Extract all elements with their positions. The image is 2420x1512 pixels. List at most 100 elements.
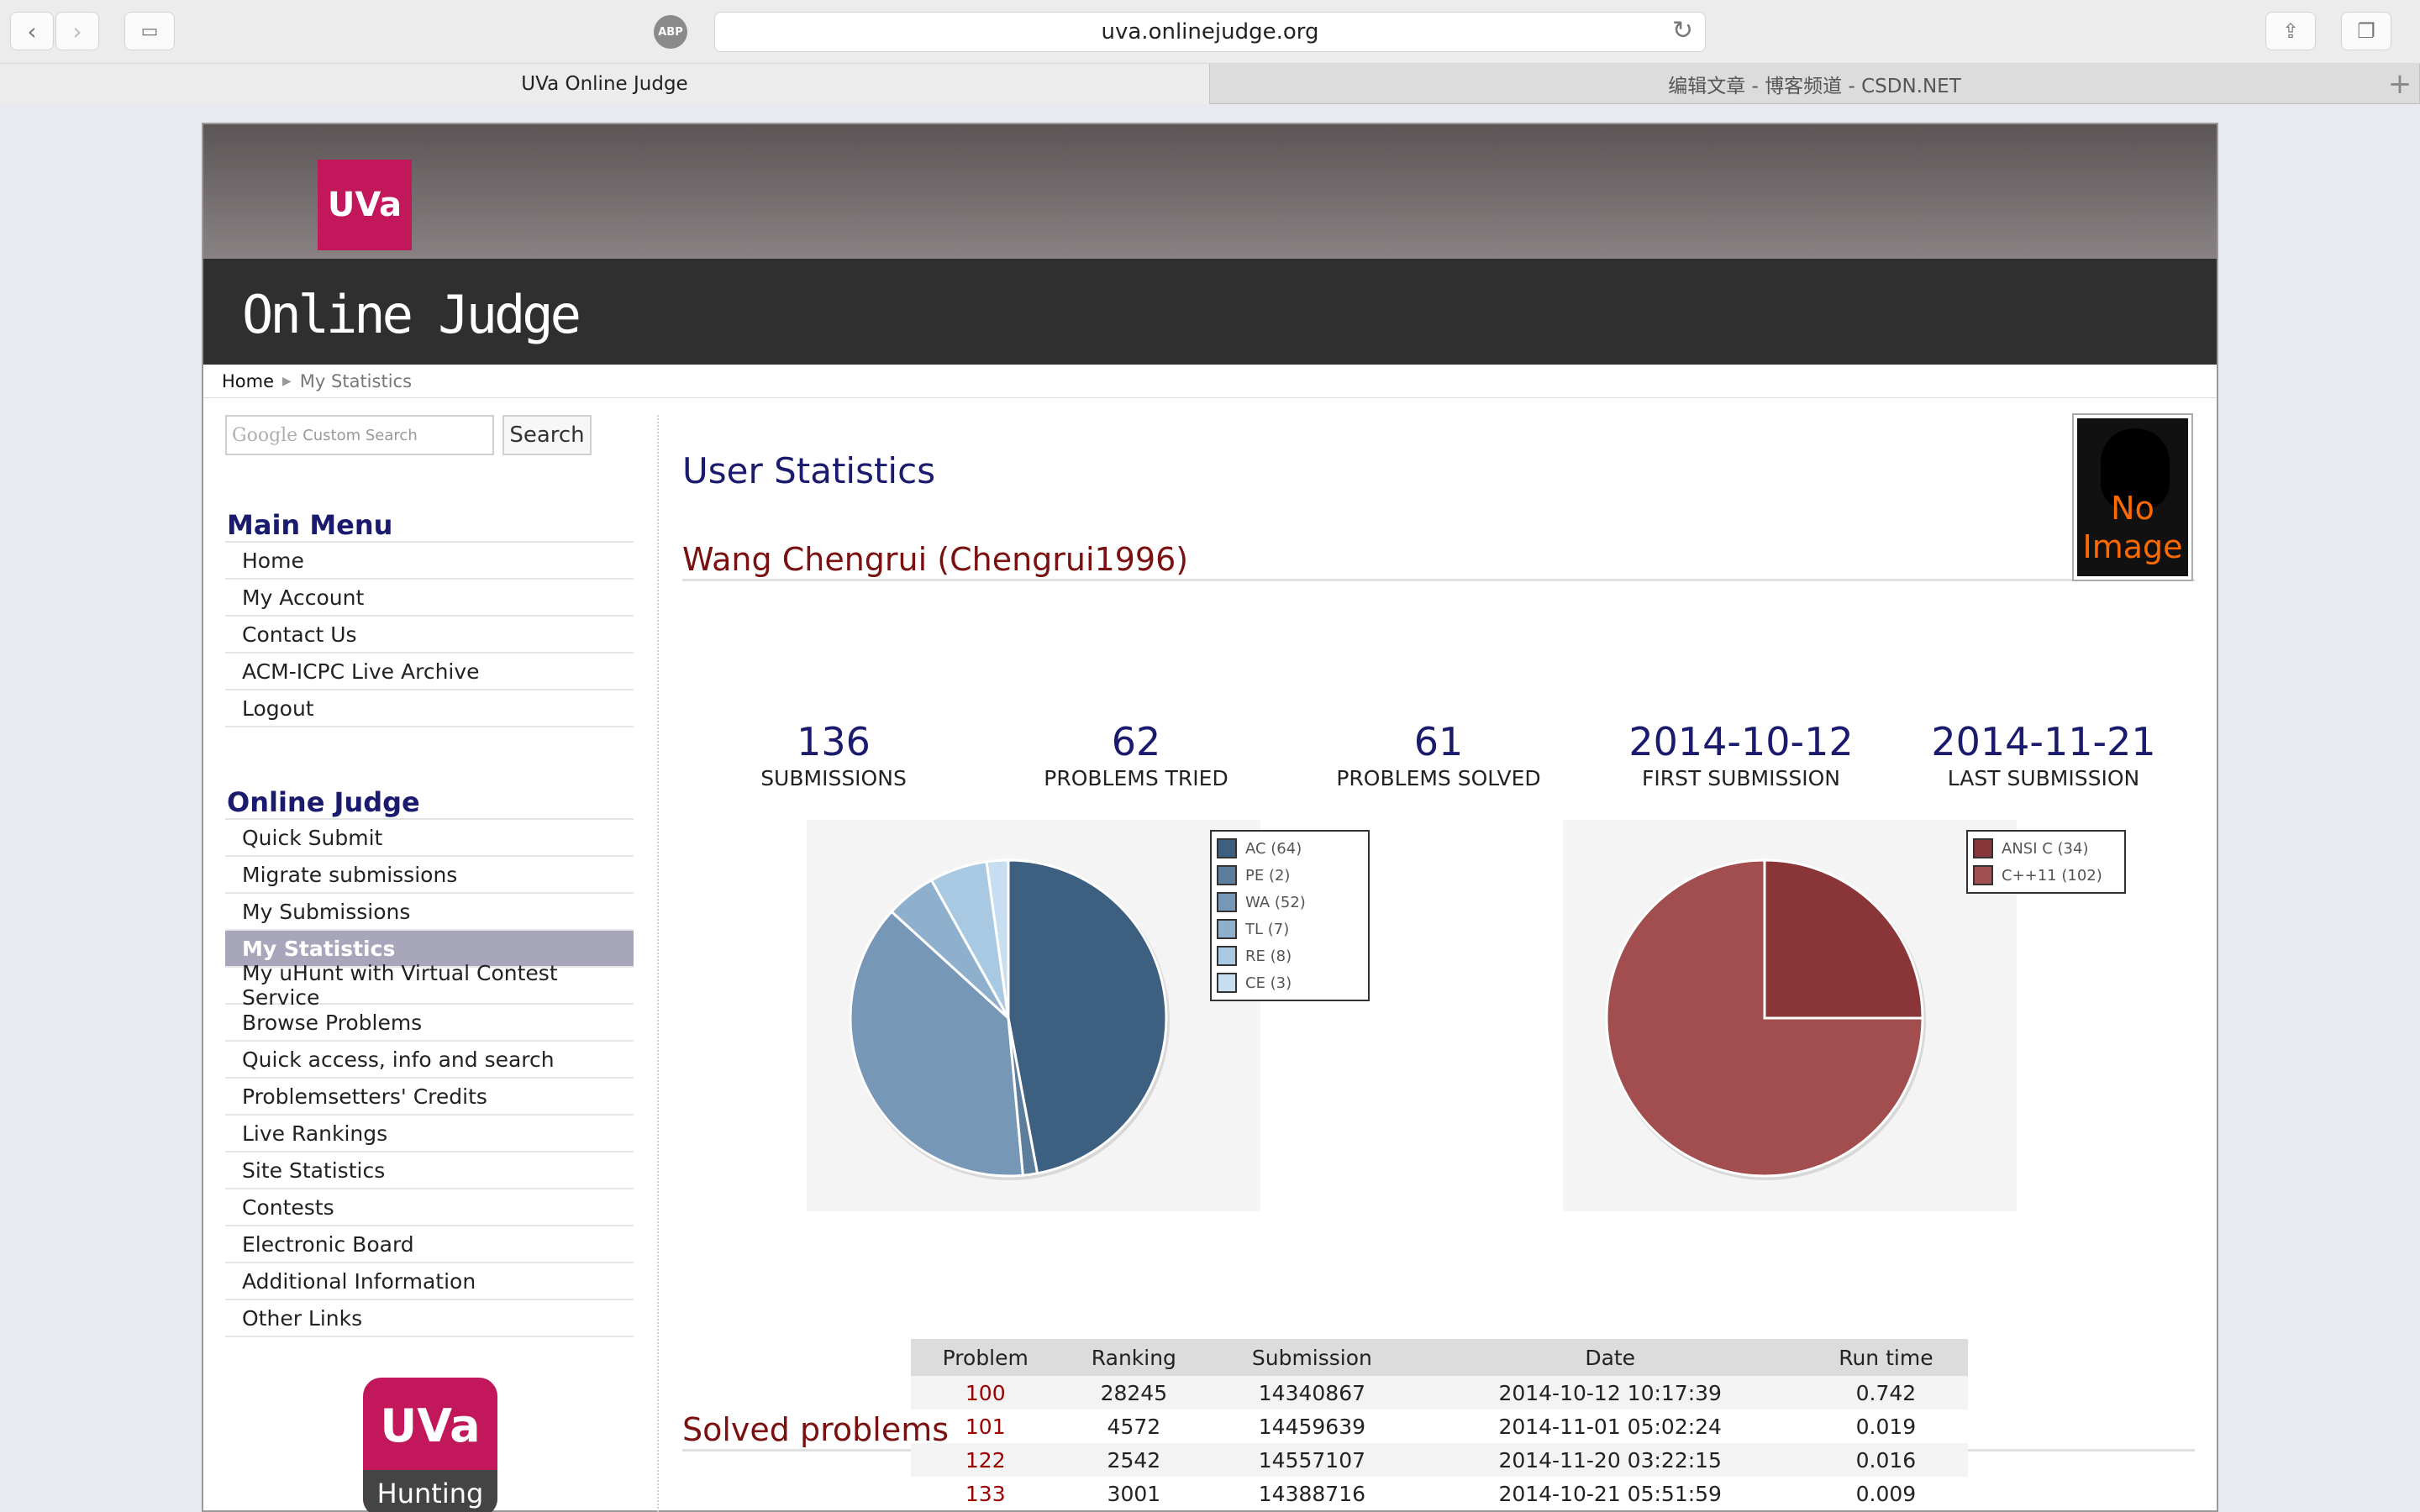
main-menu: Home My Account Contact Us ACM-ICPC Live… <box>225 543 634 727</box>
back-button[interactable]: ‹ <box>10 12 54 50</box>
search-input[interactable]: Google Custom Search <box>225 415 494 455</box>
sidebar-toggle-button[interactable]: ▭ <box>124 12 175 50</box>
legend-item: PE (2) <box>1212 862 1368 889</box>
tab-bar: UVa Online Judge 编辑文章 - 博客频道 - CSDN.NET … <box>0 64 2420 104</box>
site-container: UVa Online Judge Home ▶ My Statistics <box>202 123 2218 1512</box>
legend-label: C++11 (102) <box>2002 866 2102 885</box>
breadcrumb-home[interactable]: Home <box>222 370 275 391</box>
pie-slice <box>985 858 1010 1019</box>
legend-label: ANSI C (34) <box>2002 839 2089 858</box>
menu-item-site-statistics[interactable]: Site Statistics <box>225 1152 634 1189</box>
col-submission[interactable]: Submission <box>1207 1339 1417 1376</box>
address-bar[interactable]: uva.onlinejudge.org ↻ <box>714 12 1706 52</box>
date-cell: 2014-11-20 03:22:15 <box>1416 1443 1804 1477</box>
stat-problems-solved: 61 PROBLEMS SOLVED <box>1287 719 1590 790</box>
problem-link[interactable]: 133 <box>965 1481 1006 1506</box>
legend-item: AC (64) <box>1212 835 1368 862</box>
menu-item-logout[interactable]: Logout <box>225 690 634 727</box>
stat-first-submission: 2014-10-12 FIRST SUBMISSION <box>1590 719 1892 790</box>
browser-toolbar: ‹ › ▭ ABP uva.onlinejudge.org ↻ ⇪ ❐ <box>0 0 2420 64</box>
date-cell: 2014-10-12 10:17:39 <box>1416 1376 1804 1410</box>
col-problem[interactable]: Problem <box>911 1339 1060 1376</box>
menu-item-home[interactable]: Home <box>225 543 634 580</box>
reload-icon[interactable]: ↻ <box>1671 16 1693 45</box>
legend-item: RE (8) <box>1212 942 1368 969</box>
uhunt-badge[interactable]: UVa Hunting <box>363 1378 497 1512</box>
chevron-right-icon: › <box>72 17 82 45</box>
problem-link[interactable]: 122 <box>911 1443 1060 1477</box>
col-runtime[interactable]: Run time <box>1803 1339 1968 1376</box>
menu-item-live-rankings[interactable]: Live Rankings <box>225 1116 634 1152</box>
share-button[interactable]: ⇪ <box>2265 12 2316 50</box>
stat-label: SUBMISSIONS <box>760 766 907 790</box>
legend-swatch <box>1217 892 1237 912</box>
tab-label: UVa Online Judge <box>521 73 688 95</box>
col-ranking[interactable]: Ranking <box>1060 1339 1208 1376</box>
menu-item-contests[interactable]: Contests <box>225 1189 634 1226</box>
legend-swatch <box>1217 865 1237 885</box>
col-date[interactable]: Date <box>1416 1339 1804 1376</box>
tab-csdn[interactable]: 编辑文章 - 博客频道 - CSDN.NET <box>1210 64 2420 104</box>
stat-label: PROBLEMS SOLVED <box>1336 766 1541 790</box>
site-header: UVa Online Judge <box>203 124 2217 365</box>
stat-label: PROBLEMS TRIED <box>1044 766 1228 790</box>
forward-button[interactable]: › <box>55 12 99 50</box>
pie-slice <box>1007 858 1168 1175</box>
pie-slice <box>1763 858 1924 1020</box>
pie-slice <box>849 910 1024 1178</box>
legend-label: CE (3) <box>1245 974 1292 992</box>
menu-item-my-account[interactable]: My Account <box>225 580 634 617</box>
menu-item-contact-us[interactable]: Contact Us <box>225 617 634 654</box>
tab-uva[interactable]: UVa Online Judge <box>0 64 1210 104</box>
legend-item: CE (3) <box>1212 969 1368 996</box>
menu-item-browse-problems[interactable]: Browse Problems <box>225 1005 634 1042</box>
adblock-icon[interactable]: ABP <box>654 15 687 49</box>
menu-item-other-links[interactable]: Other Links <box>225 1300 634 1337</box>
legend-label: AC (64) <box>1245 839 1302 858</box>
stat-label: LAST SUBMISSION <box>1947 766 2140 790</box>
legend-label: WA (52) <box>1245 893 1306 911</box>
menu-item-quick-access[interactable]: Quick access, info and search <box>225 1042 634 1079</box>
menu-item-credits[interactable]: Problemsetters' Credits <box>225 1079 634 1116</box>
new-tab-button[interactable]: + <box>2380 64 2420 104</box>
menu-item-uhunt[interactable]: My uHunt with Virtual Contest Service <box>225 961 634 1010</box>
legend-swatch <box>1217 973 1237 993</box>
language-legend: ANSI C (34) C++11 (102) <box>1966 830 2126 894</box>
runtime-cell: 0.019 <box>1855 1414 1917 1439</box>
uva-logo[interactable]: UVa <box>318 160 412 250</box>
tab-label: 编辑文章 - 博客频道 - CSDN.NET <box>1668 76 1961 97</box>
avatar-placeholder: No Image <box>2077 418 2188 576</box>
table-row: 100 28245 14340867 2014-10-12 10:17:39 0… <box>911 1376 1968 1410</box>
solved-table: Problem Ranking Submission Date Run time… <box>911 1339 1968 1510</box>
table-row: 101 4572 14459639 2014-11-01 05:02:24 0.… <box>911 1410 1968 1443</box>
sidebar-icon: ▭ <box>140 20 159 42</box>
menu-item-migrate[interactable]: Migrate submissions <box>225 857 634 894</box>
menu-item-electronic-board[interactable]: Electronic Board <box>225 1226 634 1263</box>
menu-item-additional-info[interactable]: Additional Information <box>225 1263 634 1300</box>
submission-cell: 14557107 <box>1207 1443 1417 1477</box>
stat-value: 62 <box>1111 719 1161 764</box>
problem-link[interactable]: 100 <box>911 1376 1060 1410</box>
menu-item-my-statistics[interactable]: My Statistics <box>225 931 634 968</box>
breadcrumb-current: My Statistics <box>299 370 413 391</box>
no-image-line2: Image <box>2082 528 2183 565</box>
tabs-button[interactable]: ❐ <box>2341 12 2391 50</box>
breadcrumb-arrow-icon: ▶ <box>282 374 292 388</box>
google-label: Google <box>232 424 298 446</box>
tabs-icon: ❐ <box>2357 19 2375 43</box>
menu-item-live-archive[interactable]: ACM-ICPC Live Archive <box>225 654 634 690</box>
oj-menu: Quick Submit Migrate submissions My Subm… <box>225 820 634 1337</box>
stat-submissions: 136 SUBMISSIONS <box>682 719 985 790</box>
verdict-pie-chart <box>849 858 1170 1180</box>
ranking-cell: 28245 <box>1060 1376 1208 1410</box>
menu-item-my-submissions[interactable]: My Submissions <box>225 894 634 931</box>
search-button[interactable]: Search <box>502 415 592 455</box>
url-text: uva.onlinejudge.org <box>1101 19 1319 45</box>
stat-value: 2014-10-12 <box>1628 719 1854 764</box>
legend-swatch <box>1217 919 1237 939</box>
problem-link[interactable]: 101 <box>965 1414 1006 1439</box>
stat-label: FIRST SUBMISSION <box>1642 766 1840 790</box>
submission-cell: 14459639 <box>1258 1414 1366 1439</box>
legend-label: TL (7) <box>1245 920 1290 938</box>
menu-item-quick-submit[interactable]: Quick Submit <box>225 820 634 857</box>
